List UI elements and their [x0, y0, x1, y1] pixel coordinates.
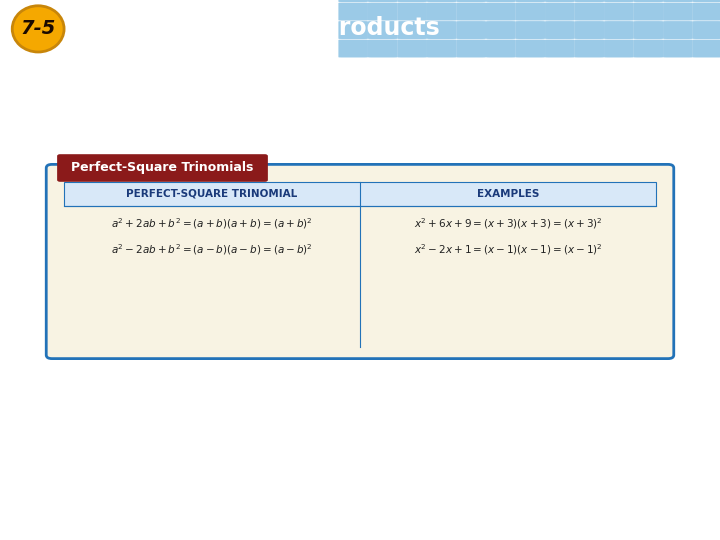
FancyBboxPatch shape	[516, 0, 545, 2]
FancyBboxPatch shape	[604, 3, 634, 21]
FancyBboxPatch shape	[427, 21, 456, 39]
Text: 7-5: 7-5	[20, 19, 56, 38]
FancyBboxPatch shape	[338, 39, 368, 57]
FancyBboxPatch shape	[663, 21, 693, 39]
FancyBboxPatch shape	[427, 0, 456, 2]
FancyBboxPatch shape	[486, 21, 516, 39]
FancyBboxPatch shape	[663, 39, 693, 57]
FancyBboxPatch shape	[545, 3, 575, 21]
FancyBboxPatch shape	[397, 3, 427, 21]
FancyBboxPatch shape	[634, 39, 663, 57]
FancyBboxPatch shape	[427, 39, 456, 57]
FancyBboxPatch shape	[545, 39, 575, 57]
FancyBboxPatch shape	[397, 39, 427, 57]
FancyBboxPatch shape	[663, 3, 693, 21]
FancyBboxPatch shape	[456, 3, 486, 21]
FancyBboxPatch shape	[575, 39, 604, 57]
FancyBboxPatch shape	[663, 0, 693, 2]
Text: Holt McDougal Algebra 1: Holt McDougal Algebra 1	[11, 519, 150, 530]
FancyBboxPatch shape	[368, 0, 397, 2]
FancyBboxPatch shape	[516, 21, 545, 39]
Text: $a^2 + 2ab + b^2 = (a + b)(a + b) = (a + b)^2$: $a^2 + 2ab + b^2 = (a + b)(a + b) = (a +…	[111, 217, 313, 232]
Text: $x^2 - 2x + 1 = (x - 1)(x - 1) = (x - 1)^2$: $x^2 - 2x + 1 = (x - 1)(x - 1) = (x - 1)…	[413, 242, 603, 258]
Text: Copyright © by Holt Mc Dougal. All Rights Reserved.: Copyright © by Holt Mc Dougal. All Right…	[452, 519, 709, 530]
FancyBboxPatch shape	[46, 164, 674, 359]
FancyBboxPatch shape	[604, 0, 634, 2]
Text: $a^2 - 2ab + b^2 = (a - b)(a - b) = (a - b)^2$: $a^2 - 2ab + b^2 = (a - b)(a - b) = (a -…	[111, 242, 313, 258]
Ellipse shape	[12, 6, 64, 52]
FancyBboxPatch shape	[338, 0, 368, 2]
FancyBboxPatch shape	[368, 39, 397, 57]
FancyBboxPatch shape	[57, 154, 268, 182]
FancyBboxPatch shape	[486, 3, 516, 21]
FancyBboxPatch shape	[693, 21, 720, 39]
FancyBboxPatch shape	[456, 0, 486, 2]
FancyBboxPatch shape	[397, 0, 427, 2]
FancyBboxPatch shape	[368, 21, 397, 39]
FancyBboxPatch shape	[575, 21, 604, 39]
FancyBboxPatch shape	[604, 39, 634, 57]
FancyBboxPatch shape	[456, 39, 486, 57]
FancyBboxPatch shape	[693, 0, 720, 2]
Text: PERFECT-SQUARE TRINOMIAL: PERFECT-SQUARE TRINOMIAL	[127, 189, 297, 199]
FancyBboxPatch shape	[486, 0, 516, 2]
FancyBboxPatch shape	[368, 3, 397, 21]
FancyBboxPatch shape	[575, 0, 604, 2]
FancyBboxPatch shape	[693, 39, 720, 57]
FancyBboxPatch shape	[338, 3, 368, 21]
FancyBboxPatch shape	[545, 0, 575, 2]
FancyBboxPatch shape	[604, 21, 634, 39]
FancyBboxPatch shape	[456, 21, 486, 39]
FancyBboxPatch shape	[427, 3, 456, 21]
FancyBboxPatch shape	[64, 182, 656, 206]
Text: $x^2 + 6x + 9 = (x + 3)(x + 3) = (x + 3)^2$: $x^2 + 6x + 9 = (x + 3)(x + 3) = (x + 3)…	[413, 217, 603, 232]
Text: Factoring Special Products: Factoring Special Products	[83, 16, 439, 40]
FancyBboxPatch shape	[693, 3, 720, 21]
FancyBboxPatch shape	[634, 3, 663, 21]
FancyBboxPatch shape	[516, 3, 545, 21]
FancyBboxPatch shape	[338, 21, 368, 39]
Text: Perfect-Square Trinomials: Perfect-Square Trinomials	[71, 161, 253, 174]
FancyBboxPatch shape	[634, 0, 663, 2]
FancyBboxPatch shape	[486, 39, 516, 57]
FancyBboxPatch shape	[397, 21, 427, 39]
FancyBboxPatch shape	[575, 3, 604, 21]
FancyBboxPatch shape	[516, 39, 545, 57]
FancyBboxPatch shape	[634, 21, 663, 39]
FancyBboxPatch shape	[545, 21, 575, 39]
Text: EXAMPLES: EXAMPLES	[477, 189, 539, 199]
